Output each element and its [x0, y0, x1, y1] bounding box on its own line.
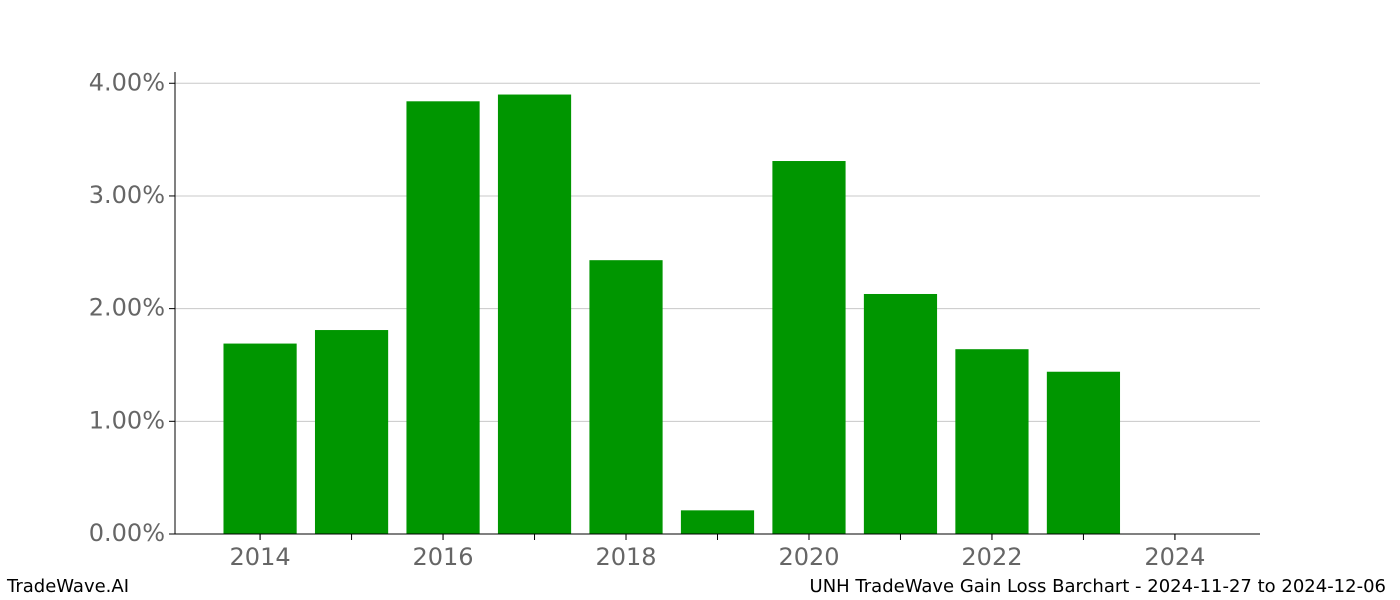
y-tick-label: 0.00%	[89, 519, 165, 547]
x-tick-label: 2016	[413, 543, 474, 571]
y-tick-label: 1.00%	[89, 406, 165, 434]
x-tick-label: 2014	[230, 543, 291, 571]
y-tick-label: 3.00%	[89, 181, 165, 209]
bar	[314, 330, 389, 534]
bar	[1046, 371, 1121, 534]
x-tick-label: 2024	[1144, 543, 1205, 571]
bar	[955, 349, 1029, 534]
bar	[406, 101, 480, 535]
bar	[497, 94, 572, 534]
x-tick-label: 2018	[595, 543, 656, 571]
bar	[589, 260, 663, 534]
bar	[772, 161, 846, 534]
bar	[863, 293, 938, 534]
y-tick-label: 4.00%	[89, 68, 165, 96]
x-tick-label: 2022	[961, 543, 1022, 571]
bar	[680, 510, 755, 534]
x-tick-label: 2020	[778, 543, 839, 571]
brand: TradeWave.AI	[6, 576, 129, 597]
chart-title: UNH TradeWave Gain Loss Barchart - 2024-…	[810, 576, 1386, 597]
bar	[223, 343, 297, 534]
y-tick-label: 2.00%	[89, 294, 165, 322]
